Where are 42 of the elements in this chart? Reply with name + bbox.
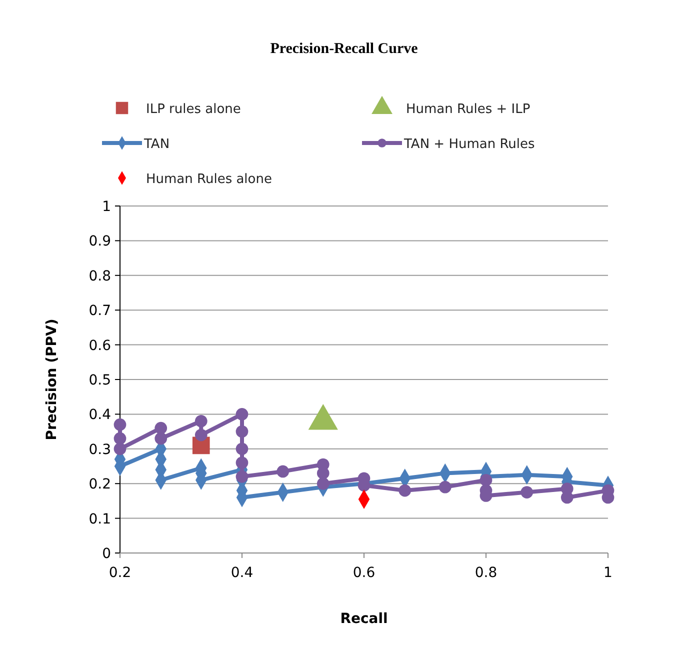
x-tick-label: 0.8	[474, 565, 498, 581]
x-tick-label: 0.6	[352, 565, 376, 581]
y-tick-label: 0.9	[88, 234, 111, 250]
point	[236, 470, 248, 483]
y-axis-title: Precision (PPV)	[44, 318, 60, 440]
y-tick-label: 0.8	[88, 268, 111, 284]
point	[114, 432, 126, 445]
point	[194, 414, 208, 428]
point	[316, 477, 330, 490]
x-tick-label: 0.4	[230, 565, 254, 581]
legend-label: TAN + Human Rules	[403, 137, 536, 152]
y-tick-label: 0.4	[88, 407, 112, 424]
y-tick-label: 0.5	[88, 372, 111, 388]
legend-label: Human Rules + ILP	[406, 102, 530, 117]
point	[480, 474, 492, 486]
point	[194, 428, 208, 442]
point	[276, 465, 290, 478]
y-tick-label: 0.2	[88, 476, 111, 493]
y-tick-label: 0	[102, 546, 111, 562]
y-tick-label: 1	[102, 199, 111, 215]
point	[438, 480, 452, 494]
x-tick-label: 1	[604, 565, 612, 581]
point	[236, 456, 248, 469]
point	[236, 408, 248, 420]
legend-label: ILP rules alone	[146, 102, 241, 117]
point	[154, 432, 168, 445]
legend-label: Human Rules alone	[146, 172, 272, 187]
x-axis-title: Recall	[340, 611, 388, 627]
point	[316, 467, 330, 480]
point	[114, 442, 126, 456]
point	[114, 418, 126, 431]
point	[236, 425, 248, 438]
y-tick-label: 0.6	[88, 338, 112, 354]
y-tick-label: 0.1	[88, 511, 111, 528]
chart-title: Precision-Recall Curve	[270, 41, 418, 57]
y-tick-label: 0.3	[88, 442, 111, 458]
legend-label: TAN	[143, 137, 170, 152]
point	[236, 442, 248, 456]
point	[398, 484, 412, 497]
y-tick-label: 0.7	[88, 303, 111, 320]
point	[520, 486, 534, 498]
point	[154, 422, 168, 434]
